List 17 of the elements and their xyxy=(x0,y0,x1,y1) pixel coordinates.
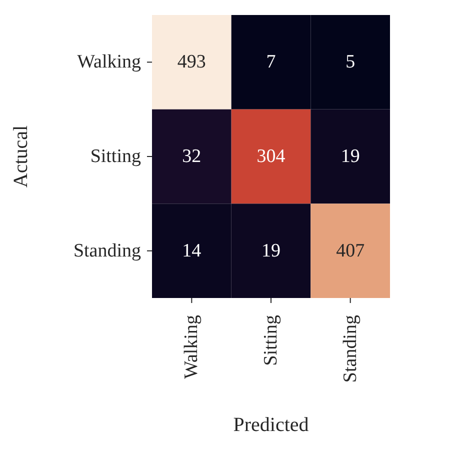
data-label: 14 xyxy=(182,240,202,262)
data-label: 5 xyxy=(346,52,356,73)
data-label: 304 xyxy=(256,146,286,167)
data-label: 32 xyxy=(182,146,202,167)
data-label: 19 xyxy=(262,240,280,262)
x-tick-label: Sitting xyxy=(260,314,282,366)
y-axis-title: Actucal xyxy=(10,124,32,188)
y-tick-label: Walking xyxy=(77,52,142,73)
y-tick-label: Standing xyxy=(73,240,142,262)
x-axis-title: Predicted xyxy=(233,414,309,436)
data-label: 19 xyxy=(340,146,360,167)
x-tick-label: Standing xyxy=(340,314,361,383)
y-tick-label: Sitting xyxy=(90,146,142,167)
data-label: 493 xyxy=(177,52,206,73)
x-tick-label: Walking xyxy=(181,314,202,379)
data-label: 7 xyxy=(266,52,276,73)
data-label: 407 xyxy=(336,240,365,262)
